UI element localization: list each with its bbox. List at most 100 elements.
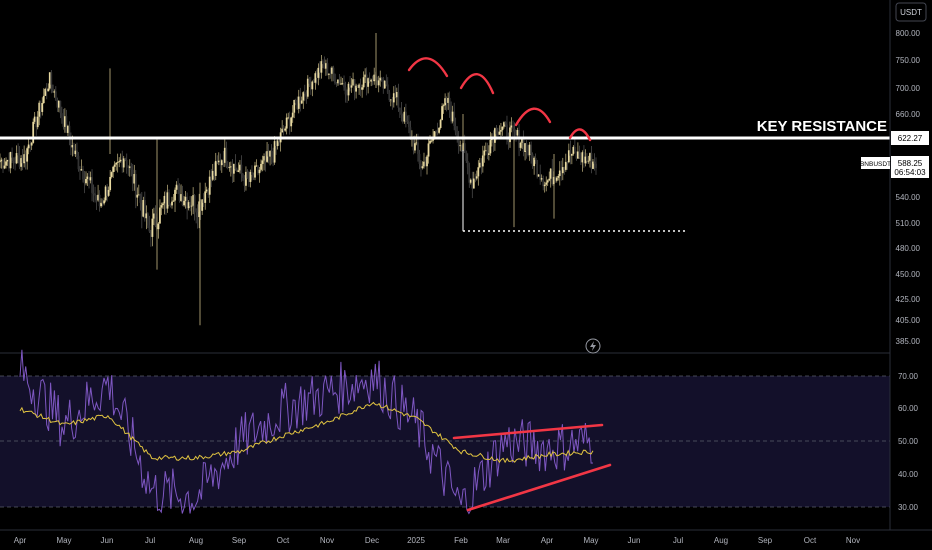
price-tick: 700.00 — [896, 84, 921, 93]
candle-body — [163, 195, 166, 204]
candle-body — [477, 167, 480, 177]
price-tick: 510.00 — [896, 219, 921, 228]
candle-body — [186, 196, 188, 209]
candle-body — [457, 137, 460, 147]
candle-body — [392, 93, 395, 103]
candle-body — [288, 117, 291, 127]
candle-body — [157, 223, 160, 230]
candle-body — [545, 182, 548, 185]
time-tick: Feb — [454, 536, 468, 545]
time-axis[interactable]: Apr May Jun Jul Aug Sep Oct Nov Dec 2025 Feb Mar Apr… — [14, 536, 860, 545]
time-tick: Jun — [101, 536, 114, 545]
candle-body — [82, 169, 84, 180]
candle-body — [512, 125, 514, 129]
candle-body — [352, 79, 354, 86]
candle-body — [11, 152, 13, 158]
candle-body — [278, 140, 281, 143]
candle-body — [60, 113, 63, 118]
price-axis[interactable] — [890, 0, 932, 530]
candle-body — [92, 192, 95, 194]
candle-body — [178, 185, 181, 201]
candle-body — [294, 99, 297, 103]
candle-body — [315, 73, 318, 78]
candle-body — [555, 177, 558, 181]
resistance-price: 622.27 — [898, 134, 923, 143]
candle-body — [275, 141, 278, 147]
price-tick: 425.00 — [896, 295, 921, 304]
candle-body — [109, 176, 112, 190]
candle-body — [551, 168, 554, 185]
candle-body — [537, 174, 540, 177]
candle-body — [88, 176, 90, 181]
candle-body — [198, 201, 201, 218]
candle-body — [184, 196, 187, 201]
candle-body — [475, 176, 478, 179]
candle-body — [263, 156, 265, 161]
candle-body — [251, 172, 253, 175]
candle-body — [558, 170, 561, 176]
candle-body — [359, 84, 362, 90]
candle-body — [39, 102, 42, 112]
price-tick: 385.00 — [896, 337, 921, 346]
candle-body — [463, 143, 466, 152]
candle-body — [189, 202, 192, 207]
candle-body — [112, 166, 115, 173]
candle-body — [136, 194, 139, 198]
candle-body — [140, 202, 143, 217]
candle-body — [415, 142, 418, 144]
candle-body — [593, 161, 596, 164]
candle-body — [305, 93, 308, 97]
candle-body — [151, 218, 154, 237]
candle-body — [318, 67, 321, 73]
candle-body — [566, 161, 569, 163]
candle-body — [33, 116, 36, 122]
candle-body — [371, 79, 374, 82]
candle-body — [421, 166, 424, 169]
candle-body — [456, 132, 459, 138]
candle-body — [536, 159, 539, 177]
candle-body — [353, 79, 356, 92]
rsi-tick: 30.00 — [898, 503, 919, 512]
candle-body — [245, 171, 247, 186]
candle-body — [570, 153, 573, 156]
lightning-icon[interactable] — [585, 338, 601, 354]
candle-body — [234, 163, 237, 169]
candle-body — [450, 110, 453, 122]
candle-body — [361, 87, 364, 90]
candle-body — [27, 144, 30, 149]
candles — [0, 33, 597, 326]
candle-body — [395, 92, 398, 98]
candle-body — [0, 159, 3, 162]
currency-badge[interactable] — [895, 2, 927, 22]
candle-body — [56, 99, 59, 108]
price-tick: 750.00 — [896, 56, 921, 65]
candle-body — [47, 88, 50, 92]
candle-body — [36, 116, 39, 128]
candle-body — [494, 128, 496, 143]
candle-body — [332, 67, 335, 75]
symbol-tag-text: BNBUSDT — [860, 161, 891, 168]
candle-body — [506, 124, 508, 138]
candle-body — [492, 137, 495, 143]
price-tick: 405.00 — [896, 316, 921, 325]
time-tick: Sep — [232, 536, 247, 545]
candle-body — [349, 83, 351, 88]
candle-body — [63, 116, 66, 127]
candle-body — [18, 155, 21, 167]
candle-body — [539, 174, 542, 180]
candle-body — [45, 88, 48, 92]
candle-body — [388, 92, 391, 101]
candle-body — [513, 128, 516, 132]
candle-body — [500, 130, 502, 132]
candle-body — [557, 175, 560, 178]
candle-body — [468, 167, 471, 183]
candle-body — [498, 131, 501, 135]
key-resistance-label: KEY RESISTANCE — [757, 118, 887, 135]
candle-body — [148, 225, 151, 232]
candle-body — [592, 161, 594, 169]
candle-body — [127, 167, 130, 168]
candle-body — [548, 178, 551, 181]
candle-body — [426, 156, 428, 167]
candle-body — [299, 96, 302, 104]
